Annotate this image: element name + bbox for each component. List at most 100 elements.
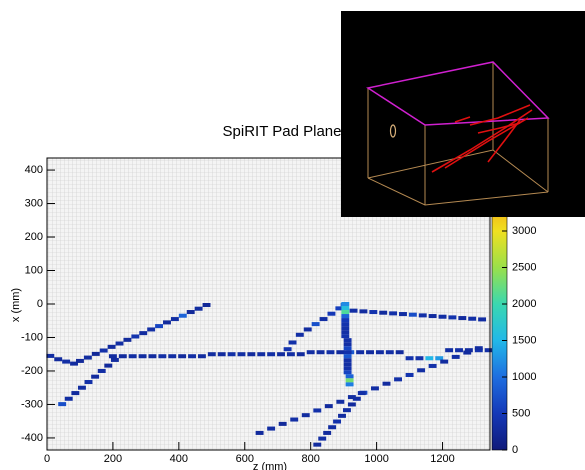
pad-hit <box>313 443 321 447</box>
pad-hit <box>478 317 486 321</box>
pad-hit <box>485 348 493 352</box>
pad-hit <box>344 366 352 370</box>
x-tick-label: 800 <box>302 453 320 465</box>
x-tick-label: 600 <box>236 453 254 465</box>
pad-hit <box>149 354 157 358</box>
pad-hit <box>448 315 456 319</box>
pad-hit <box>406 356 414 360</box>
pad-hit <box>455 348 463 352</box>
color-tick-label: 500 <box>512 407 530 419</box>
x-tick-label: 1000 <box>364 453 388 465</box>
pad-hit <box>71 391 79 395</box>
event-display <box>341 11 585 217</box>
color-tick-label: 2500 <box>512 261 536 273</box>
color-tick-label: 2000 <box>512 298 536 310</box>
pad-hit <box>139 331 147 335</box>
pad-hit <box>297 352 305 356</box>
pad-hit <box>290 418 298 422</box>
pad-hit <box>228 352 236 356</box>
pad-hit <box>179 314 187 318</box>
pad-hit <box>366 350 374 354</box>
pad-hit <box>104 364 112 368</box>
pad-hit <box>198 354 206 358</box>
pad-hit <box>356 350 364 354</box>
y-axis-label: x (mm) <box>10 288 22 322</box>
pad-hit <box>328 312 336 316</box>
pad-hit <box>344 350 352 354</box>
pad-hit <box>379 311 387 315</box>
pad-hit <box>98 369 106 373</box>
pad-hit <box>344 370 352 374</box>
pad-hit <box>350 309 358 313</box>
pad-hit <box>267 427 275 431</box>
pad-hit <box>91 375 99 379</box>
pad-hit <box>187 310 195 314</box>
pad-hit <box>468 317 476 321</box>
pad-hit <box>257 352 265 356</box>
pad-hit <box>131 334 139 338</box>
chart: 020040060080010001200-400-300-200-100010… <box>0 0 585 470</box>
pad-hit <box>129 354 137 358</box>
pad-hit <box>267 352 275 356</box>
pad-hit <box>383 382 391 386</box>
pad-hit <box>344 354 352 358</box>
pad-hit <box>341 302 349 306</box>
pad-hit <box>416 356 424 360</box>
pad-hit <box>463 351 471 355</box>
pad-hit <box>341 322 349 326</box>
pad-hit <box>123 338 131 342</box>
pad-hit <box>376 350 384 354</box>
pad-hit <box>417 368 425 372</box>
pad-hit <box>287 352 295 356</box>
pad-hit <box>346 374 354 378</box>
pad-hit <box>344 346 352 350</box>
y-tick-label: 200 <box>25 231 43 243</box>
pad-hit <box>62 360 70 364</box>
pad-hit <box>302 413 310 417</box>
pad-hit <box>195 307 203 311</box>
pad-hit <box>304 327 312 331</box>
pad-hit <box>111 358 119 362</box>
pad-hit <box>358 391 366 395</box>
pad-hit <box>323 431 331 435</box>
y-tick-label: 300 <box>25 197 43 209</box>
x-tick-label: 0 <box>44 453 50 465</box>
y-tick-label: -200 <box>21 365 43 377</box>
pad-hit <box>116 342 124 346</box>
pad-hit <box>139 354 147 358</box>
pad-hit <box>325 404 333 408</box>
pad-hit <box>341 330 349 334</box>
pad-hit <box>317 350 325 354</box>
pad-hit <box>54 357 62 361</box>
pad-hit <box>341 314 349 318</box>
y-tick-label: 400 <box>25 164 43 176</box>
pad-hit <box>452 355 460 359</box>
x-tick-label: 1200 <box>430 453 454 465</box>
pad-hit <box>341 326 349 330</box>
pad-hit <box>344 338 352 342</box>
pad-hit <box>208 352 216 356</box>
pad-hit <box>203 303 211 307</box>
pad-hit <box>439 315 447 319</box>
pad-hit <box>289 341 297 345</box>
pad-hit <box>188 354 196 358</box>
pad-hit <box>277 352 285 356</box>
pad-hit <box>313 408 321 412</box>
pad-hit <box>320 317 328 321</box>
pad-hit <box>344 358 352 362</box>
pad-hit <box>284 347 292 351</box>
pad-hit <box>247 352 255 356</box>
x-axis-label: z (mm) <box>253 461 287 470</box>
pad-hit <box>158 354 166 358</box>
pad-hit <box>396 350 404 354</box>
pad-hit <box>336 400 344 404</box>
pad-hit <box>346 382 354 386</box>
pad-hit <box>445 348 453 352</box>
color-tick-label: 0 <box>512 444 518 456</box>
page: 020040060080010001200-400-300-200-100010… <box>0 0 585 470</box>
color-tick-label: 1000 <box>512 371 536 383</box>
pad-hit <box>341 334 349 338</box>
pad-hit <box>85 380 93 384</box>
pad-hit <box>307 350 315 354</box>
pad-hit <box>84 356 92 360</box>
